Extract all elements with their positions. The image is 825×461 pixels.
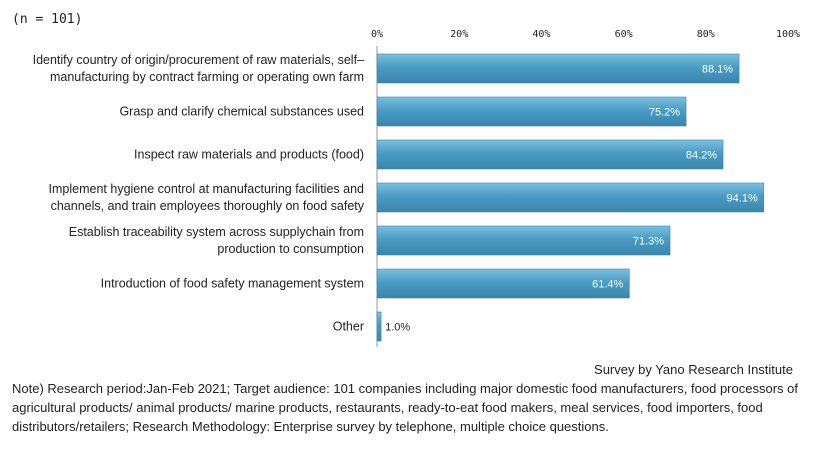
bar-value-label: 75.2% [649,107,680,119]
category-label: Grasp and clarify chemical substances us… [119,105,364,119]
category-label: manufacturing by contract farming or ope… [50,70,364,84]
bar-layer: 88.1% 75.2% 84.2% 94.1% 71.3% 61.4% 1.0% [376,53,765,342]
bar-value-label: 94.1% [727,193,758,205]
category-label: Establish traceability system across sup… [69,225,364,239]
x-tick-label: 20% [450,29,468,40]
category-label: Introduction of food safety management s… [101,277,364,291]
bar [376,225,671,256]
category-label: Inspect raw materials and products (food… [134,148,364,162]
category-label: production to consumption [217,242,364,256]
bar [376,139,724,170]
x-tick-label: 40% [532,29,550,40]
bar-value-label: 84.2% [686,150,717,162]
bar-value-label: 61.4% [592,279,623,291]
bar-value-label: 88.1% [702,64,733,76]
axis-layer: 0% 20% 40% 60% 80% 100% Identify country of or… [33,29,800,347]
bar [376,311,382,342]
source-note: Survey by Yano Research Institute [594,362,793,377]
bar [376,96,687,127]
sample-size-label: (n = 101) [12,12,83,27]
x-tick-label: 60% [615,29,633,40]
x-tick-label: 100% [776,29,800,40]
category-label: Implement hygiene control at manufacturi… [49,182,364,196]
bar-value-label: 1.0% [385,322,410,334]
bar-value-label: 71.3% [633,236,664,248]
bar [376,53,740,84]
category-label: Other [333,320,364,334]
bar [376,182,765,213]
bar [376,268,630,299]
x-tick-label: 0% [371,29,383,40]
research-note: Note) Research period:Jan-Feb 2021; Targ… [12,381,798,434]
category-label: channels, and train employees thoroughly… [51,199,365,213]
category-label: Identify country of origin/procurement o… [33,53,364,67]
bar-chart: 0% 20% 40% 60% 80% 100% Identify country of or… [33,29,800,347]
x-tick-label: 80% [697,29,715,40]
